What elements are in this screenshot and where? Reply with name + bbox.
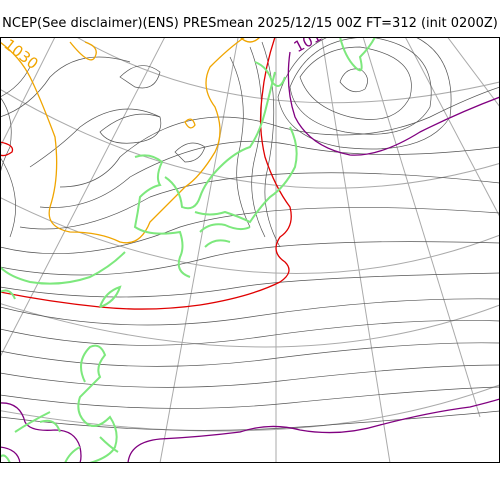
- meridian: [0, 37, 166, 358]
- contour-mid: [0, 37, 292, 310]
- meridian: [404, 37, 500, 218]
- parallel: [0, 196, 500, 274]
- parallel: [0, 384, 500, 432]
- pressure-map: 1030 1010: [0, 37, 500, 463]
- contour-label-low: 1010: [291, 37, 333, 56]
- meridian: [362, 37, 481, 418]
- contour-1030: [0, 37, 261, 244]
- meridian: [159, 37, 239, 463]
- chart-title: NCEP(See disclaimer)(ENS) PRESmean 2025/…: [2, 16, 498, 31]
- coastlines: [0, 37, 376, 463]
- meridian: [446, 37, 500, 108]
- contour-1010: [0, 51, 500, 463]
- isobars: [0, 37, 500, 431]
- parallel: [0, 302, 500, 348]
- parallel: [75, 37, 500, 104]
- graticule: [0, 37, 500, 463]
- parallel: [0, 88, 500, 189]
- contour-label-high: 1030: [1, 37, 42, 73]
- meridian: [321, 37, 391, 463]
- meridian: [0, 37, 56, 148]
